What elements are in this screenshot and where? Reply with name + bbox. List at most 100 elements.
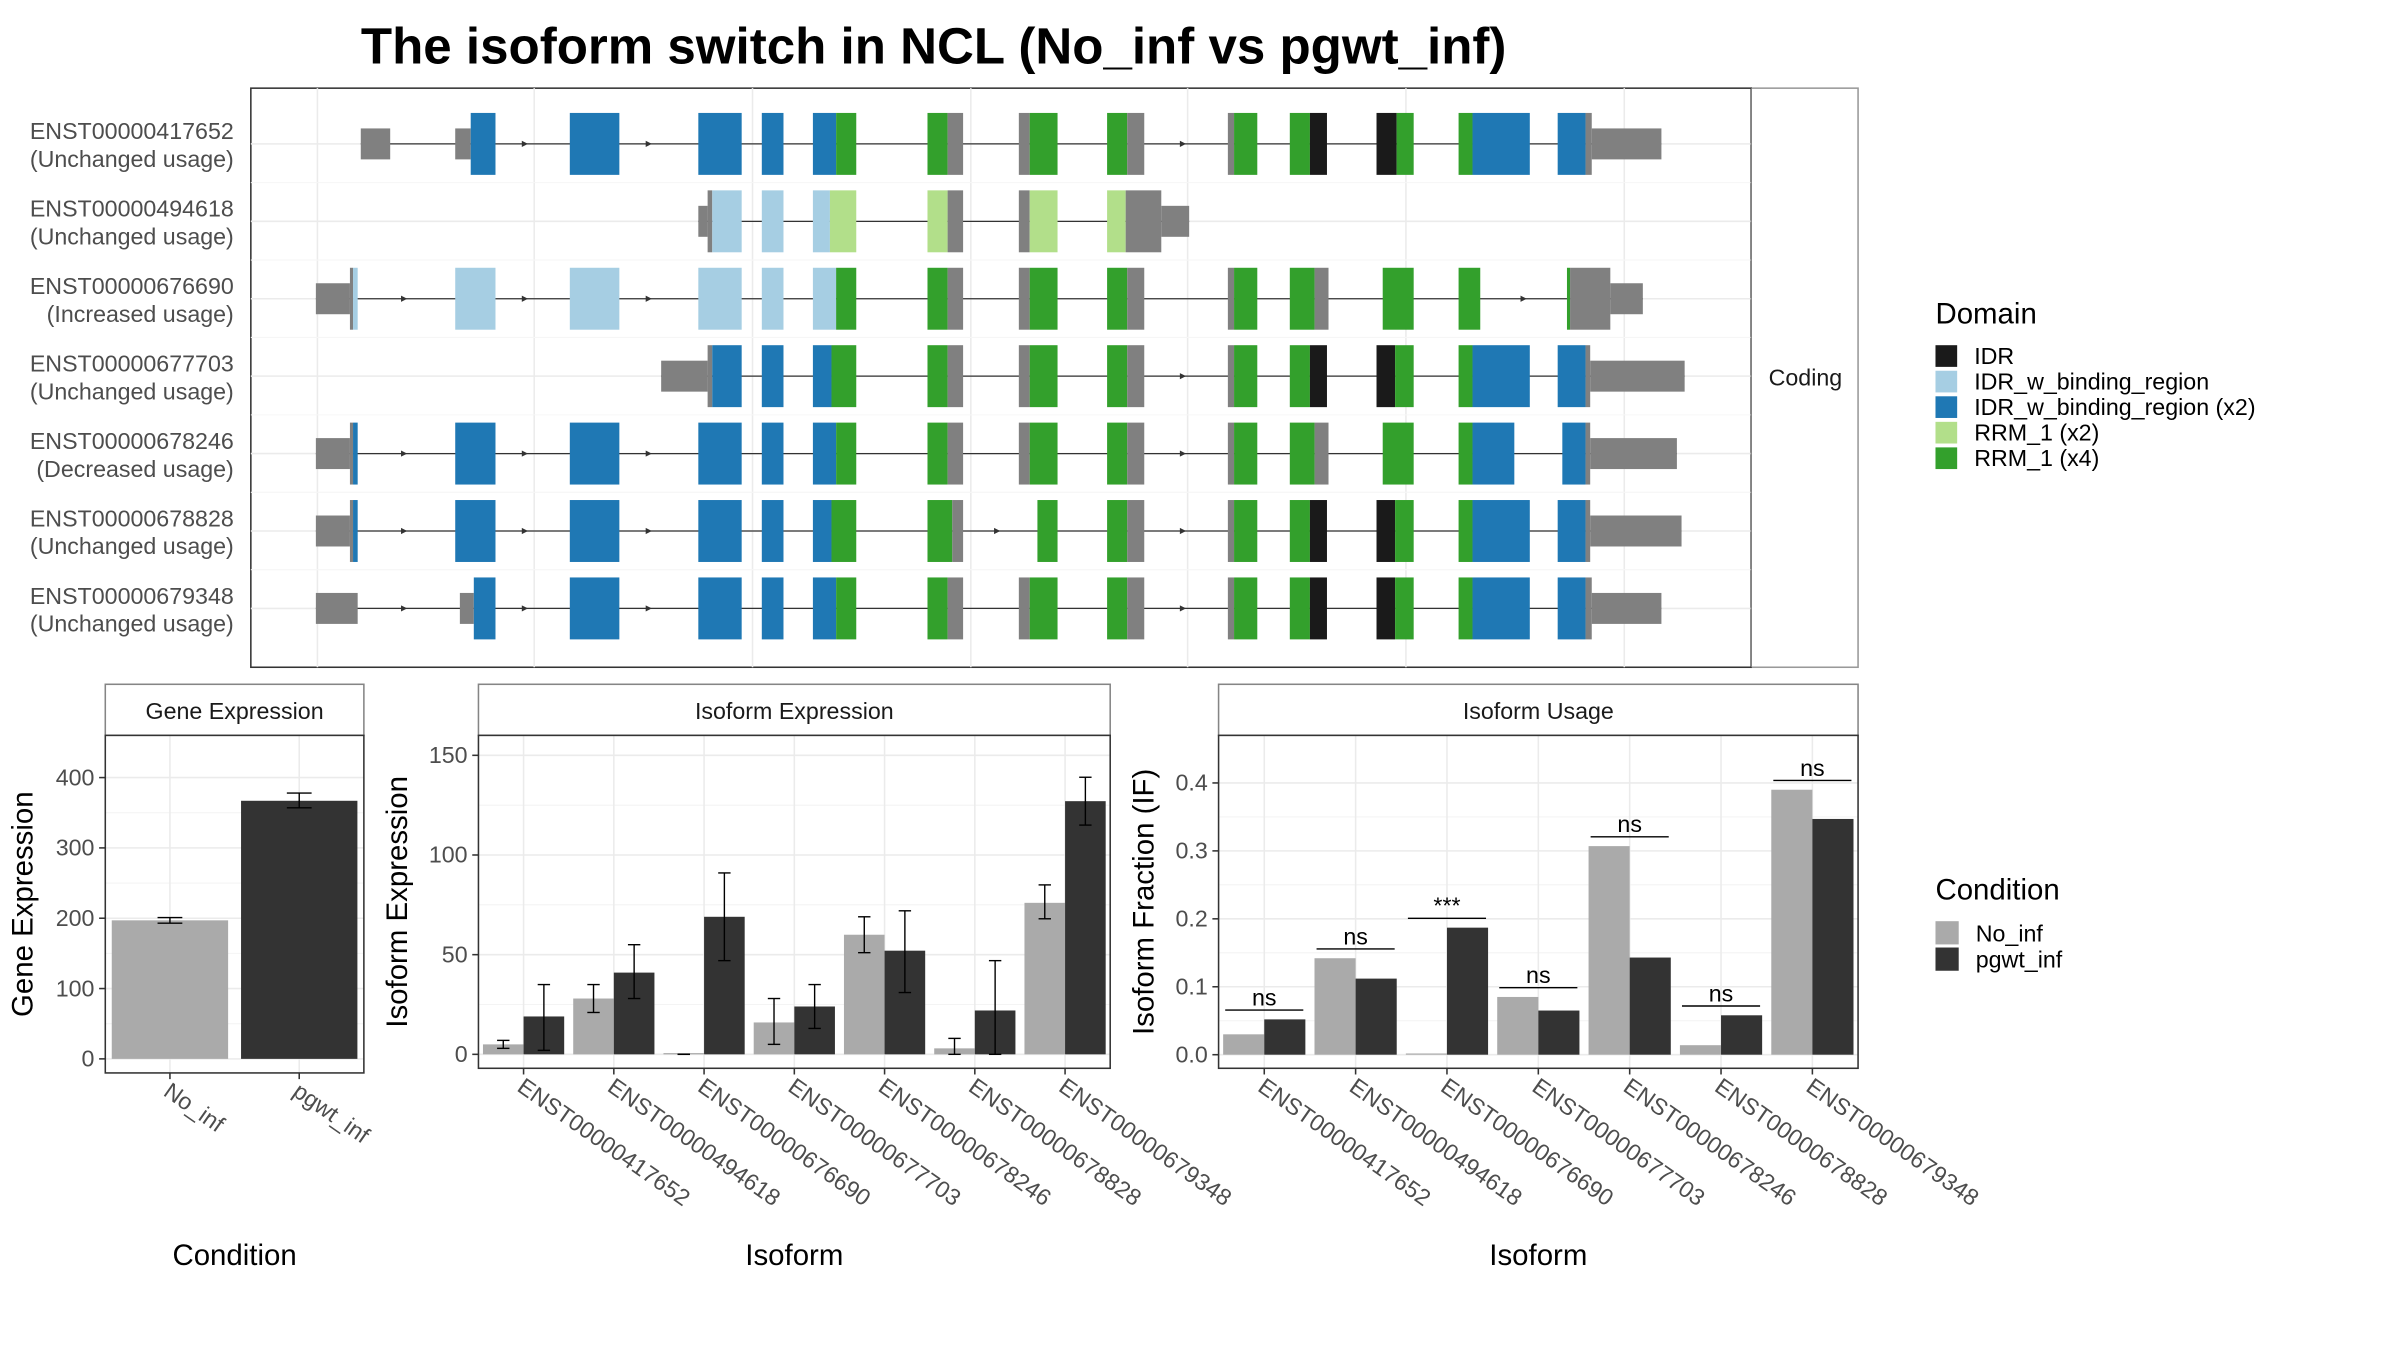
exon-coding-block — [829, 190, 857, 253]
exon-coding-block — [1557, 577, 1586, 640]
exon-utr-block — [1591, 592, 1662, 624]
error-bar — [988, 959, 1002, 1056]
transcript-track — [315, 422, 1677, 485]
direction-arrow — [645, 295, 652, 302]
error-bar — [898, 910, 912, 994]
exon-coding-block — [927, 577, 948, 640]
domain-legend-item: IDR_w_binding_region — [1935, 368, 2209, 394]
exon-coding-block — [349, 267, 354, 330]
exon-coding-block — [812, 190, 830, 253]
direction-arrow — [1520, 295, 1527, 302]
direction-arrow — [645, 140, 652, 147]
transcript-id-label: ENST00000678246 — [30, 428, 234, 454]
panel-strip-title: Isoform Usage — [1463, 698, 1614, 724]
bar-pgwt_inf — [1446, 927, 1489, 1055]
exon-coding-block — [1127, 345, 1145, 408]
coding-strip-label: Coding — [1769, 364, 1843, 390]
exon-utr-block — [1610, 283, 1643, 315]
y-axis-title: Isoform Expression — [381, 776, 414, 1028]
panel-strip-title: Gene Expression — [146, 698, 324, 724]
exon-coding-block — [1458, 112, 1473, 175]
exon-coding-block — [836, 577, 857, 640]
exon-coding-block — [1472, 345, 1530, 408]
error-bar — [718, 872, 731, 962]
exon-coding-block — [1289, 577, 1310, 640]
exon-coding-block — [1585, 500, 1591, 562]
transcript-labels: ENST00000417652(Unchanged usage)ENST0000… — [30, 118, 234, 636]
plot-border — [104, 734, 365, 1074]
exon-utr-block — [661, 360, 708, 392]
exon-coding-block — [1309, 345, 1327, 408]
direction-arrow — [1179, 527, 1187, 535]
exon-coding-block — [698, 267, 742, 330]
exon-coding-block — [812, 577, 837, 640]
exon-coding-block — [836, 267, 857, 330]
panel-strip — [477, 683, 1111, 737]
exon-coding-block — [1227, 422, 1235, 485]
exon-coding-block — [353, 500, 358, 562]
transcript-usage-label: (Unchanged usage) — [30, 533, 234, 559]
exon-coding-block — [947, 422, 964, 485]
x-tick-label: pgwt_inf — [289, 1077, 375, 1148]
domain-legend-item: RRM_1 (x4) — [1935, 445, 2099, 471]
exon-coding-block — [569, 112, 620, 175]
exon-coding-block — [836, 422, 857, 485]
error-bar — [587, 983, 600, 1014]
error-bar — [1038, 884, 1051, 920]
significance-label: ns — [1800, 755, 1825, 781]
exon-utr-block — [1591, 128, 1662, 160]
bar-pgwt_inf — [1264, 1019, 1306, 1055]
y-tick-label: 200 — [56, 905, 95, 931]
exon-coding-block — [1562, 422, 1586, 485]
exon-utr-block — [360, 128, 391, 160]
exon-coding-block — [1570, 267, 1611, 330]
exon-coding-block — [1029, 190, 1058, 253]
transcript-usage-label: (Unchanged usage) — [30, 611, 234, 637]
exon-coding-block — [1018, 267, 1030, 330]
exon-coding-block — [812, 422, 837, 485]
exon-coding-block — [349, 422, 354, 485]
direction-arrow — [1179, 450, 1187, 457]
exon-coding-block — [455, 267, 496, 330]
exon-coding-block — [1107, 112, 1128, 175]
exon-utr-block — [455, 128, 471, 160]
exon-coding-block — [1314, 267, 1329, 330]
direction-arrow — [1179, 605, 1187, 612]
condition-legend-swatch — [1935, 947, 1959, 971]
domain-legend-item: RRM_1 (x2) — [1935, 419, 2099, 445]
domain-legend-item: IDR — [1935, 343, 2014, 369]
x-tick-label: ENST00000679348 — [1802, 1073, 1984, 1211]
exon-coding-block — [1376, 500, 1396, 562]
exon-coding-block — [1309, 112, 1327, 175]
domain-legend-label: IDR — [1974, 343, 2014, 369]
y-tick-label: 0.4 — [1175, 770, 1207, 796]
structure-panel: ENST00000417652(Unchanged usage)ENST0000… — [30, 87, 1859, 669]
exon-coding-block — [712, 190, 742, 253]
domain-legend-label: RRM_1 (x2) — [1974, 419, 2099, 445]
exon-coding-block — [1029, 112, 1058, 175]
exon-coding-block — [1585, 112, 1592, 175]
y-tick-label: 150 — [429, 742, 468, 768]
error-bar — [767, 997, 781, 1046]
exon-coding-block — [698, 500, 742, 562]
bar-pgwt_inf — [1065, 801, 1106, 1055]
condition-legend-label: pgwt_inf — [1976, 947, 2063, 973]
x-axis-title: Condition — [172, 1239, 296, 1272]
domain-legend-items: IDRIDR_w_binding_regionIDR_w_binding_reg… — [1935, 343, 2256, 471]
bar-pgwt_inf — [1355, 978, 1397, 1055]
transcript-usage-label: (Unchanged usage) — [30, 378, 234, 404]
direction-arrow — [645, 450, 652, 457]
exon-coding-block — [569, 577, 620, 640]
y-tick-label: 0 — [455, 1041, 468, 1067]
direction-arrow — [1179, 373, 1187, 380]
exon-coding-block — [470, 112, 496, 175]
exon-coding-block — [1029, 577, 1058, 640]
bar-No_inf — [1314, 958, 1356, 1055]
exon-coding-block — [569, 422, 620, 485]
transcript-id-label: ENST00000676690 — [30, 273, 234, 299]
exon-coding-block — [761, 190, 784, 253]
exon-coding-block — [1018, 190, 1030, 253]
panel-strip — [104, 683, 365, 737]
transcript-track — [315, 577, 1662, 640]
